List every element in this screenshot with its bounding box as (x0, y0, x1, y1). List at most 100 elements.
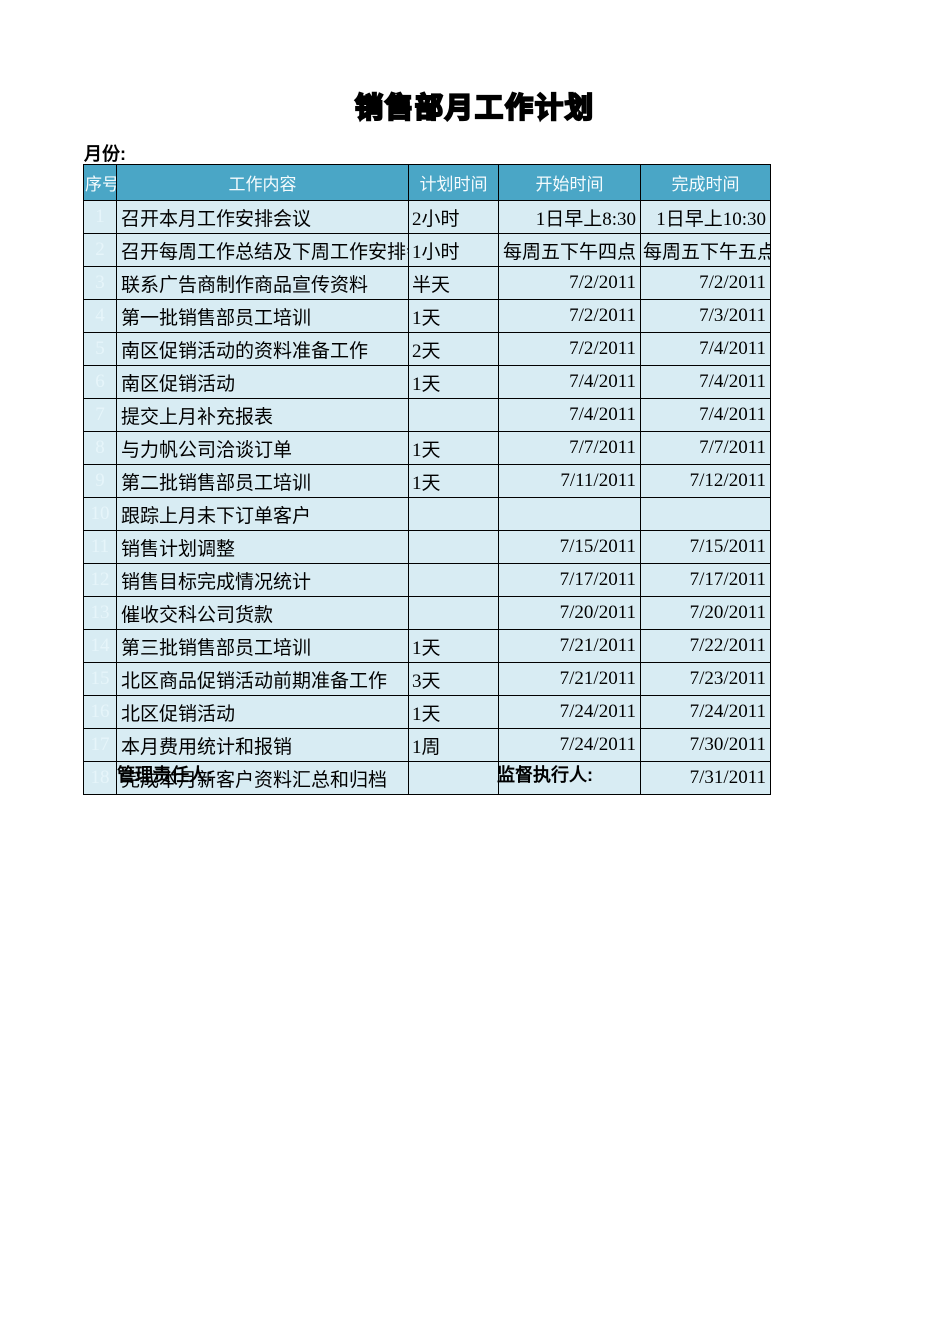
work-content-cell: 北区促销活动 (116, 695, 409, 729)
work-content-cell: 北区商品促销活动前期准备工作 (116, 662, 409, 696)
planned-time-cell (408, 563, 499, 597)
column-header-planned-time: 计划时间 (408, 164, 499, 201)
finish-time-cell: 7/20/2011 (640, 596, 771, 630)
finish-time-cell (640, 497, 771, 531)
work-content-cell: 催收交科公司货款 (116, 596, 409, 630)
table-row: 10 跟踪上月未下订单客户 (83, 497, 771, 531)
start-time-cell: 7/20/2011 (498, 596, 641, 630)
planned-time-cell (408, 398, 499, 432)
work-content-cell: 南区促销活动 (116, 365, 409, 399)
header-row: 序号 工作内容 计划时间 开始时间 完成时间 (83, 164, 771, 201)
finish-time-cell: 7/4/2011 (640, 365, 771, 399)
table-row: 16 北区促销活动 1天 7/24/2011 7/24/2011 (83, 695, 771, 729)
start-time-cell: 7/4/2011 (498, 398, 641, 432)
start-time-cell: 7/4/2011 (498, 365, 641, 399)
row-number-cell: 1 (83, 200, 117, 234)
row-number-cell: 8 (83, 431, 117, 465)
start-time-cell: 7/2/2011 (498, 299, 641, 333)
planned-time-cell: 半天 (408, 266, 499, 300)
finish-time-cell: 7/24/2011 (640, 695, 771, 729)
row-number-cell: 4 (83, 299, 117, 333)
row-number-cell: 16 (83, 695, 117, 729)
row-number-cell: 7 (83, 398, 117, 432)
planned-time-cell: 2小时 (408, 200, 499, 234)
row-number-cell: 9 (83, 464, 117, 498)
start-time-cell (498, 761, 641, 795)
planned-time-cell: 2天 (408, 332, 499, 366)
start-time-cell: 7/21/2011 (498, 662, 641, 696)
planned-time-cell (408, 497, 499, 531)
table-row: 11 销售计划调整 7/15/2011 7/15/2011 (83, 530, 771, 564)
planned-time-cell (408, 761, 499, 795)
finish-time-cell: 每周五下午五点 (640, 233, 771, 267)
table-row: 5 南区促销活动的资料准备工作 2天 7/2/2011 7/4/2011 (83, 332, 771, 366)
table-row: 8 与力帆公司洽谈订单 1天 7/7/2011 7/7/2011 (83, 431, 771, 465)
row-number-cell: 12 (83, 563, 117, 597)
table-row: 15 北区商品促销活动前期准备工作 3天 7/21/2011 7/23/2011 (83, 662, 771, 696)
table-row: 6 南区促销活动 1天 7/4/2011 7/4/2011 (83, 365, 771, 399)
row-number-cell: 14 (83, 629, 117, 663)
planned-time-cell: 1天 (408, 629, 499, 663)
table-row: 4 第一批销售部员工培训 1天 7/2/2011 7/3/2011 (83, 299, 771, 333)
table-row: 17 本月费用统计和报销 1周 7/24/2011 7/30/2011 (83, 728, 771, 762)
finish-time-cell: 7/23/2011 (640, 662, 771, 696)
work-content-cell: 与力帆公司洽谈订单 (116, 431, 409, 465)
row-number-cell: 10 (83, 497, 117, 531)
table-header: 序号 工作内容 计划时间 开始时间 完成时间 (83, 164, 771, 201)
start-time-cell: 1日早上8:30 (498, 200, 641, 234)
planned-time-cell: 1天 (408, 299, 499, 333)
table-row: 7 提交上月补充报表 7/4/2011 7/4/2011 (83, 398, 771, 432)
work-content-cell: 召开每周工作总结及下周工作安排会 (116, 233, 409, 267)
row-number-cell: 17 (83, 728, 117, 762)
start-time-cell: 7/2/2011 (498, 266, 641, 300)
work-content-cell: 南区促销活动的资料准备工作 (116, 332, 409, 366)
column-header-no: 序号 (83, 164, 117, 201)
work-content-cell: 第三批销售部员工培训 (116, 629, 409, 663)
planned-time-cell: 1天 (408, 695, 499, 729)
finish-time-cell: 7/4/2011 (640, 332, 771, 366)
manager-label: 管理责任人: (117, 765, 213, 785)
finish-time-cell: 7/30/2011 (640, 728, 771, 762)
column-header-content: 工作内容 (116, 164, 409, 201)
month-label: 月份: (84, 144, 126, 164)
start-time-cell: 7/24/2011 (498, 728, 641, 762)
finish-time-cell: 7/4/2011 (640, 398, 771, 432)
start-time-cell: 7/15/2011 (498, 530, 641, 564)
table-row: 3 联系广告商制作商品宣传资料 半天 7/2/2011 7/2/2011 (83, 266, 771, 300)
planned-time-cell: 1天 (408, 431, 499, 465)
start-time-cell: 每周五下午四点 (498, 233, 641, 267)
work-content-cell: 跟踪上月未下订单客户 (116, 497, 409, 531)
work-content-cell: 销售目标完成情况统计 (116, 563, 409, 597)
start-time-cell: 7/24/2011 (498, 695, 641, 729)
table-body: 1 召开本月工作安排会议 2小时 1日早上8:30 1日早上10:30 2 召开… (83, 200, 771, 795)
finish-time-cell: 7/15/2011 (640, 530, 771, 564)
row-number-cell: 18 (83, 761, 117, 795)
planned-time-cell: 1周 (408, 728, 499, 762)
column-header-finish-time: 完成时间 (640, 164, 771, 201)
row-number-cell: 2 (83, 233, 117, 267)
table-row: 18 完成本月新客户资料汇总和归档 7/31/2011 (83, 761, 771, 795)
planned-time-cell: 1天 (408, 365, 499, 399)
work-content-cell: 销售计划调整 (116, 530, 409, 564)
table-row: 2 召开每周工作总结及下周工作安排会 1小时 每周五下午四点 每周五下午五点 (83, 233, 771, 267)
work-content-cell: 召开本月工作安排会议 (116, 200, 409, 234)
row-number-cell: 11 (83, 530, 117, 564)
planned-time-cell (408, 530, 499, 564)
finish-time-cell: 7/12/2011 (640, 464, 771, 498)
table-row: 13 催收交科公司货款 7/20/2011 7/20/2011 (83, 596, 771, 630)
finish-time-cell: 7/31/2011 (640, 761, 771, 795)
table-row: 9 第二批销售部员工培训 1天 7/11/2011 7/12/2011 (83, 464, 771, 498)
work-content-cell: 第二批销售部员工培训 (116, 464, 409, 498)
planned-time-cell: 1天 (408, 464, 499, 498)
start-time-cell: 7/17/2011 (498, 563, 641, 597)
finish-time-cell: 7/17/2011 (640, 563, 771, 597)
row-number-cell: 5 (83, 332, 117, 366)
work-content-cell: 联系广告商制作商品宣传资料 (116, 266, 409, 300)
start-time-cell: 7/2/2011 (498, 332, 641, 366)
work-plan-table: 序号 工作内容 计划时间 开始时间 完成时间 1 召开本月工作安排会议 2小时 … (83, 164, 771, 795)
finish-time-cell: 7/7/2011 (640, 431, 771, 465)
finish-time-cell: 7/2/2011 (640, 266, 771, 300)
finish-time-cell: 7/3/2011 (640, 299, 771, 333)
planned-time-cell (408, 596, 499, 630)
